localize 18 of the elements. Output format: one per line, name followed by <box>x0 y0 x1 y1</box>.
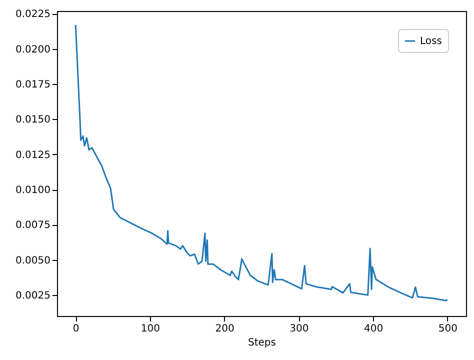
legend-label: Loss <box>420 36 442 47</box>
x-tick-label: 400 <box>364 324 384 334</box>
y-tick-label: 0.0125 <box>16 150 50 161</box>
y-tick-label: 0.0200 <box>16 44 50 56</box>
y-tick-label: 0.0175 <box>16 80 50 91</box>
y-tick-label: 0.0100 <box>16 185 50 196</box>
x-tick-label: 300 <box>290 324 309 334</box>
x-axis-title: Steps <box>248 338 276 348</box>
y-tick-label: 0.0075 <box>16 220 50 232</box>
x-tick-label: 500 <box>438 324 458 334</box>
y-tick-label: 0.0150 <box>16 114 50 126</box>
x-tick-label: 200 <box>215 324 234 334</box>
y-tick-label: 0.0225 <box>16 9 50 20</box>
x-tick-label: 0 <box>72 324 80 334</box>
y-tick-label: 0.0025 <box>16 290 50 302</box>
x-tick-label: 100 <box>140 324 160 334</box>
line-series <box>74 24 448 302</box>
y-tick-label: 0.0050 <box>16 255 50 266</box>
